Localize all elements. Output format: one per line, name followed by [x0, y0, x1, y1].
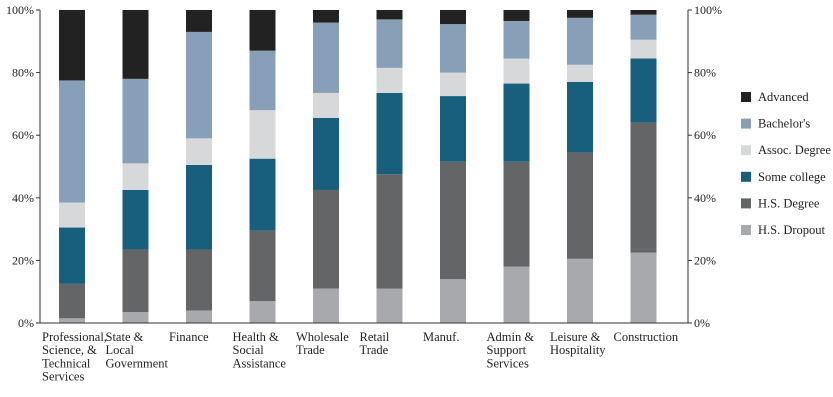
bar-segment-advanced	[503, 10, 530, 21]
bars-layer	[59, 10, 657, 323]
legend-swatch-assoc-degree	[741, 145, 751, 156]
y-tick-label-right: 20%	[694, 253, 716, 267]
legend-label-h-s-dropout: H.S. Dropout	[758, 223, 826, 237]
bar-segment-bachelor-s	[122, 78, 149, 164]
x-category-label: Health & Social Assistance	[233, 330, 287, 370]
bar-segment-some-college	[186, 164, 212, 250]
bar-segment-h-s-degree	[440, 161, 466, 280]
legend-swatch-some-college	[741, 171, 751, 182]
bar-segment-assoc-degree	[630, 39, 657, 59]
bar-segment-assoc-degree	[503, 58, 530, 84]
y-tick-label-left: 60%	[12, 128, 34, 142]
bar-segment-h-s-dropout	[376, 288, 403, 323]
bar-segment-h-s-dropout	[567, 258, 593, 323]
bar-segment-assoc-degree	[313, 92, 339, 118]
x-category-label: Retail Trade	[360, 330, 390, 357]
y-tick-label-right: 80%	[694, 66, 716, 80]
y-tick-label-left: 100%	[6, 3, 34, 17]
bar-segment-h-s-degree	[630, 122, 657, 253]
y-tick-label-right: 0%	[694, 316, 710, 330]
bar-segment-advanced	[376, 10, 403, 20]
bar-segment-advanced	[249, 10, 276, 51]
bar-segment-bachelor-s	[186, 31, 212, 139]
bar-segment-advanced	[313, 10, 339, 23]
bar-segment-bachelor-s	[249, 50, 276, 111]
bar-segment-advanced	[630, 10, 657, 15]
bar-segment-assoc-degree	[249, 110, 276, 159]
x-category-label: Admin & Support Services	[487, 330, 535, 370]
bar-segment-bachelor-s	[313, 22, 339, 93]
bar-segment-h-s-degree	[122, 249, 149, 313]
bar-segment-h-s-degree	[313, 189, 339, 289]
bar-segment-some-college	[630, 58, 657, 123]
bar-segment-advanced	[59, 10, 85, 81]
bar-segment-bachelor-s	[440, 24, 466, 73]
bar-segment-h-s-dropout	[59, 318, 85, 323]
bar-segment-h-s-dropout	[440, 279, 466, 323]
x-category-label: Wholesale Trade	[296, 330, 349, 357]
legend-label-h-s-degree: H.S. Degree	[758, 196, 820, 210]
legend-swatch-bachelor-s	[741, 118, 751, 129]
bar-segment-assoc-degree	[440, 72, 466, 97]
bar-segment-some-college	[567, 81, 593, 153]
legend-swatch-advanced	[741, 92, 751, 102]
legend-swatch-h-s-degree	[741, 198, 751, 209]
bar-segment-advanced	[186, 10, 212, 32]
x-category-label: Finance	[169, 330, 209, 344]
bar-segment-bachelor-s	[59, 80, 85, 203]
y-tick-label-left: 40%	[12, 191, 34, 205]
bar-segment-bachelor-s	[503, 20, 530, 59]
bar-segment-advanced	[122, 10, 149, 79]
bar-segment-h-s-degree	[376, 174, 403, 289]
bar-segment-some-college	[59, 227, 85, 284]
y-tick-label-left: 0%	[18, 316, 34, 330]
bar-segment-advanced	[440, 10, 466, 25]
bar-segment-bachelor-s	[630, 14, 657, 40]
legend-swatch-h-s-dropout	[741, 225, 751, 235]
bar-segment-bachelor-s	[567, 17, 593, 65]
x-category-label: State & Local Government	[106, 330, 169, 370]
bar-segment-h-s-dropout	[249, 301, 276, 323]
bar-segment-assoc-degree	[376, 67, 403, 93]
bar-segment-h-s-dropout	[503, 266, 530, 323]
legend-label-some-college: Some college	[758, 170, 826, 184]
axes-layer: 0% 0% 20% 20% 40% 40% 60% 60% 80% 80% 100% 100% Prof…	[6, 3, 722, 384]
bar-segment-h-s-degree	[249, 230, 276, 302]
bar-segment-h-s-degree	[59, 283, 85, 319]
bar-segment-h-s-dropout	[313, 288, 339, 323]
bar-segment-h-s-degree	[186, 249, 212, 311]
bar-segment-some-college	[376, 92, 403, 175]
x-category-label: Construction	[614, 330, 679, 344]
legend-label-advanced: Advanced	[758, 90, 809, 104]
legend-label-bachelor-s: Bachelor's	[758, 117, 810, 131]
bar-segment-h-s-dropout	[122, 312, 149, 323]
bar-segment-h-s-degree	[567, 152, 593, 259]
bar-segment-some-college	[503, 83, 530, 162]
bar-segment-h-s-degree	[503, 161, 530, 267]
bar-segment-some-college	[313, 117, 339, 190]
x-category-label: Manuf.	[423, 330, 459, 344]
bar-segment-h-s-dropout	[186, 310, 212, 323]
y-tick-label-right: 40%	[694, 191, 716, 205]
bar-segment-some-college	[440, 96, 466, 162]
y-tick-label-left: 80%	[12, 66, 34, 80]
bar-segment-some-college	[122, 189, 149, 250]
bar-segment-assoc-degree	[186, 138, 212, 165]
bar-segment-bachelor-s	[376, 19, 403, 68]
bar-segment-assoc-degree	[59, 202, 85, 228]
bar-segment-some-college	[249, 158, 276, 231]
legend: Advanced Bachelor's Assoc. Degree Some coll…	[741, 90, 831, 237]
y-tick-label-left: 20%	[12, 253, 34, 267]
bar-segment-assoc-degree	[567, 64, 593, 82]
y-tick-label-right: 100%	[694, 3, 722, 17]
x-category-label: Professional, Science, & Technical Services	[42, 330, 107, 384]
legend-label-assoc-degree: Assoc. Degree	[758, 143, 831, 157]
y-tick-label-right: 60%	[694, 128, 716, 142]
bar-segment-advanced	[567, 10, 593, 18]
bar-segment-assoc-degree	[122, 163, 149, 190]
bar-segment-h-s-dropout	[630, 252, 657, 323]
x-category-label: Leisure & Hospitality	[550, 330, 606, 357]
